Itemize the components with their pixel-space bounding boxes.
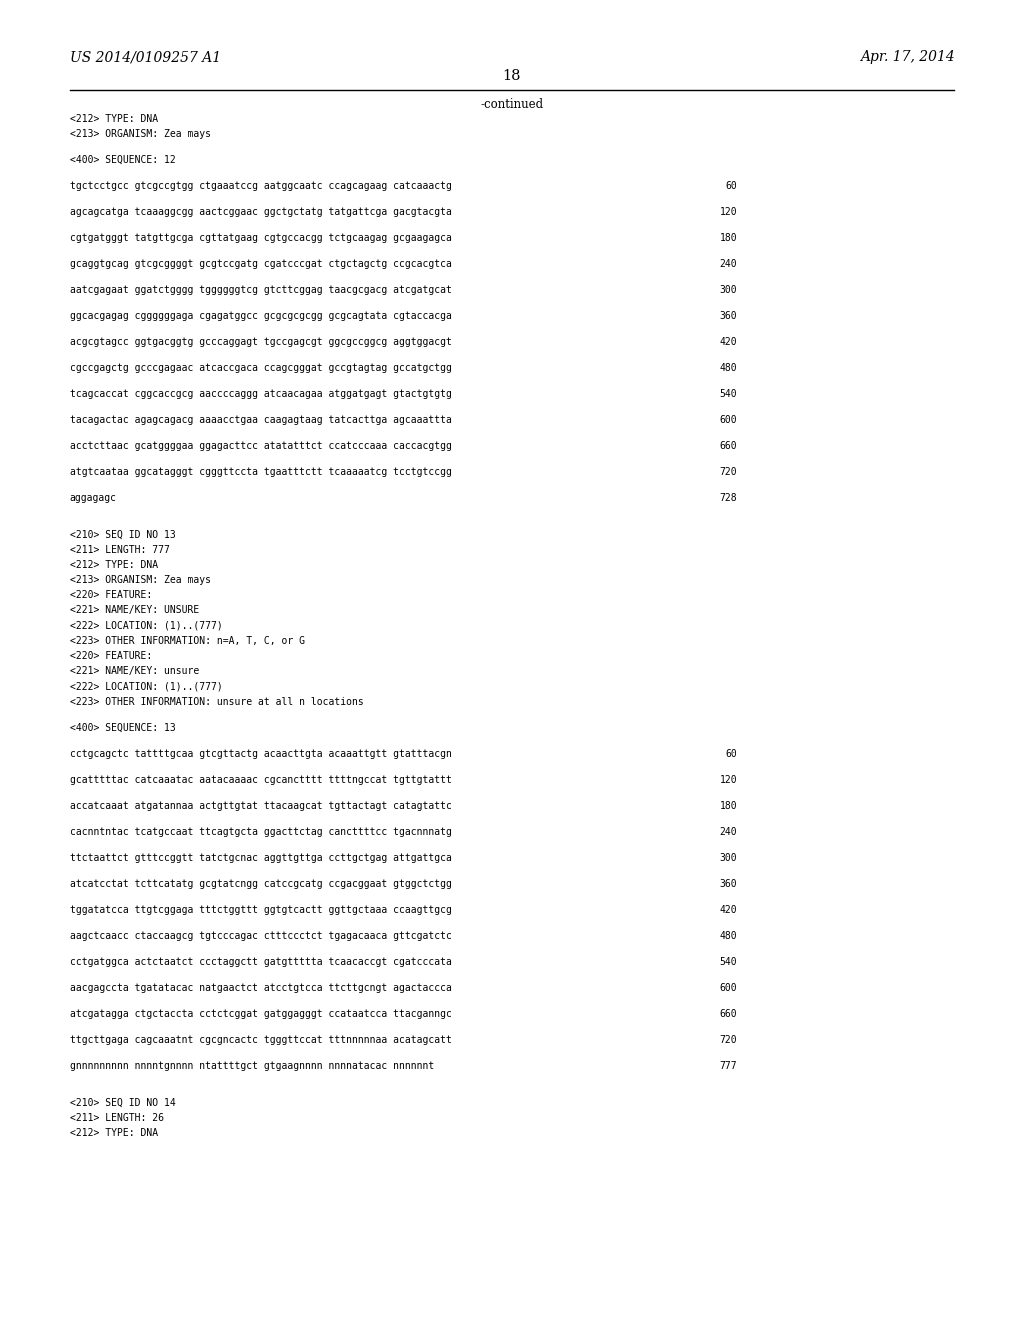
Text: acgcgtagcc ggtgacggtg gcccaggagt tgccgagcgt ggcgccggcg aggtggacgt: acgcgtagcc ggtgacggtg gcccaggagt tgccgag… [70,337,452,347]
Text: Apr. 17, 2014: Apr. 17, 2014 [859,50,954,65]
Text: 60: 60 [726,748,737,759]
Text: <210> SEQ ID NO 14: <210> SEQ ID NO 14 [70,1097,175,1107]
Text: acctcttaac gcatggggaa ggagacttcc atatatttct ccatcccaaa caccacgtgg: acctcttaac gcatggggaa ggagacttcc atatatt… [70,441,452,450]
Text: atcgatagga ctgctaccta cctctcggat gatggagggt ccataatcca ttacganngc: atcgatagga ctgctaccta cctctcggat gatggag… [70,1008,452,1019]
Text: 300: 300 [720,285,737,294]
Text: 420: 420 [720,904,737,915]
Text: tcagcaccat cggcaccgcg aaccccaggg atcaacagaa atggatgagt gtactgtgtg: tcagcaccat cggcaccgcg aaccccaggg atcaaca… [70,388,452,399]
Text: <213> ORGANISM: Zea mays: <213> ORGANISM: Zea mays [70,576,211,585]
Text: atgtcaataa ggcatagggt cgggttccta tgaatttctt tcaaaaatcg tcctgtccgg: atgtcaataa ggcatagggt cgggttccta tgaattt… [70,467,452,477]
Text: aggagagc: aggagagc [70,492,117,503]
Text: accatcaaat atgatannaa actgttgtat ttacaagcat tgttactagt catagtattc: accatcaaat atgatannaa actgttgtat ttacaag… [70,800,452,810]
Text: 120: 120 [720,207,737,216]
Text: 720: 720 [720,467,737,477]
Text: 540: 540 [720,388,737,399]
Text: 420: 420 [720,337,737,347]
Text: <400> SEQUENCE: 12: <400> SEQUENCE: 12 [70,154,175,165]
Text: 660: 660 [720,441,737,450]
Text: <211> LENGTH: 26: <211> LENGTH: 26 [70,1113,164,1122]
Text: 660: 660 [720,1008,737,1019]
Text: gcatttttac catcaaatac aatacaaaac cgcanctttt ttttngccat tgttgtattt: gcatttttac catcaaatac aatacaaaac cgcanct… [70,775,452,784]
Text: tgctcctgcc gtcgccgtgg ctgaaatccg aatggcaatc ccagcagaag catcaaactg: tgctcctgcc gtcgccgtgg ctgaaatccg aatggca… [70,181,452,190]
Text: cctgatggca actctaatct ccctaggctt gatgttttta tcaacaccgt cgatcccata: cctgatggca actctaatct ccctaggctt gatgttt… [70,957,452,966]
Text: 777: 777 [720,1060,737,1071]
Text: <222> LOCATION: (1)..(777): <222> LOCATION: (1)..(777) [70,620,222,631]
Text: 180: 180 [720,232,737,243]
Text: 18: 18 [503,69,521,83]
Text: 728: 728 [720,492,737,503]
Text: <212> TYPE: DNA: <212> TYPE: DNA [70,560,158,570]
Text: <210> SEQ ID NO 13: <210> SEQ ID NO 13 [70,529,175,540]
Text: atcatcctat tcttcatatg gcgtatcngg catccgcatg ccgacggaat gtggctctgg: atcatcctat tcttcatatg gcgtatcngg catccgc… [70,879,452,888]
Text: <223> OTHER INFORMATION: unsure at all n locations: <223> OTHER INFORMATION: unsure at all n… [70,697,364,706]
Text: cacnntntac tcatgccaat ttcagtgcta ggacttctag cancttttcc tgacnnnatg: cacnntntac tcatgccaat ttcagtgcta ggacttc… [70,826,452,837]
Text: 480: 480 [720,931,737,941]
Text: aatcgagaat ggatctgggg tggggggtcg gtcttcggag taacgcgacg atcgatgcat: aatcgagaat ggatctgggg tggggggtcg gtcttcg… [70,285,452,294]
Text: cctgcagctc tattttgcaa gtcgttactg acaacttgta acaaattgtt gtatttacgn: cctgcagctc tattttgcaa gtcgttactg acaactt… [70,748,452,759]
Text: tacagactac agagcagacg aaaacctgaa caagagtaag tatcacttga agcaaattta: tacagactac agagcagacg aaaacctgaa caagagt… [70,414,452,425]
Text: <220> FEATURE:: <220> FEATURE: [70,651,152,661]
Text: cgccgagctg gcccgagaac atcaccgaca ccagcgggat gccgtagtag gccatgctgg: cgccgagctg gcccgagaac atcaccgaca ccagcgg… [70,363,452,372]
Text: 120: 120 [720,775,737,784]
Text: agcagcatga tcaaaggcgg aactcggaac ggctgctatg tatgattcga gacgtacgta: agcagcatga tcaaaggcgg aactcggaac ggctgct… [70,207,452,216]
Text: <400> SEQUENCE: 13: <400> SEQUENCE: 13 [70,722,175,733]
Text: 240: 240 [720,259,737,269]
Text: ggcacgagag cggggggaga cgagatggcc gcgcgcgcgg gcgcagtata cgtaccacga: ggcacgagag cggggggaga cgagatggcc gcgcgcg… [70,310,452,321]
Text: 60: 60 [726,181,737,190]
Text: 360: 360 [720,310,737,321]
Text: 600: 600 [720,414,737,425]
Text: tggatatcca ttgtcggaga tttctggttt ggtgtcactt ggttgctaaa ccaagttgcg: tggatatcca ttgtcggaga tttctggttt ggtgtca… [70,904,452,915]
Text: <213> ORGANISM: Zea mays: <213> ORGANISM: Zea mays [70,128,211,139]
Text: <223> OTHER INFORMATION: n=A, T, C, or G: <223> OTHER INFORMATION: n=A, T, C, or G [70,636,304,645]
Text: <212> TYPE: DNA: <212> TYPE: DNA [70,114,158,124]
Text: -continued: -continued [480,98,544,111]
Text: gnnnnnnnnn nnnntgnnnn ntattttgct gtgaagnnnn nnnnatacac nnnnnnt: gnnnnnnnnn nnnntgnnnn ntattttgct gtgaagn… [70,1060,434,1071]
Text: <221> NAME/KEY: UNSURE: <221> NAME/KEY: UNSURE [70,606,199,615]
Text: 720: 720 [720,1035,737,1044]
Text: <212> TYPE: DNA: <212> TYPE: DNA [70,1127,158,1138]
Text: <211> LENGTH: 777: <211> LENGTH: 777 [70,545,170,554]
Text: ttgcttgaga cagcaaatnt cgcgncactc tgggttccat tttnnnnnaa acatagcatt: ttgcttgaga cagcaaatnt cgcgncactc tgggttc… [70,1035,452,1044]
Text: 300: 300 [720,853,737,862]
Text: <221> NAME/KEY: unsure: <221> NAME/KEY: unsure [70,667,199,676]
Text: US 2014/0109257 A1: US 2014/0109257 A1 [70,50,221,65]
Text: cgtgatgggt tatgttgcga cgttatgaag cgtgccacgg tctgcaagag gcgaagagca: cgtgatgggt tatgttgcga cgttatgaag cgtgcca… [70,232,452,243]
Text: ttctaattct gtttccggtt tatctgcnac aggttgttga ccttgctgag attgattgca: ttctaattct gtttccggtt tatctgcnac aggttgt… [70,853,452,862]
Text: 180: 180 [720,800,737,810]
Text: 600: 600 [720,982,737,993]
Text: <220> FEATURE:: <220> FEATURE: [70,590,152,601]
Text: 540: 540 [720,957,737,966]
Text: aacgagccta tgatatacac natgaactct atcctgtcca ttcttgcngt agactaccca: aacgagccta tgatatacac natgaactct atcctgt… [70,982,452,993]
Text: 360: 360 [720,879,737,888]
Text: 480: 480 [720,363,737,372]
Text: gcaggtgcag gtcgcggggt gcgtccgatg cgatcccgat ctgctagctg ccgcacgtca: gcaggtgcag gtcgcggggt gcgtccgatg cgatccc… [70,259,452,269]
Text: <222> LOCATION: (1)..(777): <222> LOCATION: (1)..(777) [70,681,222,692]
Text: 240: 240 [720,826,737,837]
Text: aagctcaacc ctaccaagcg tgtcccagac ctttccctct tgagacaaca gttcgatctc: aagctcaacc ctaccaagcg tgtcccagac ctttccc… [70,931,452,941]
